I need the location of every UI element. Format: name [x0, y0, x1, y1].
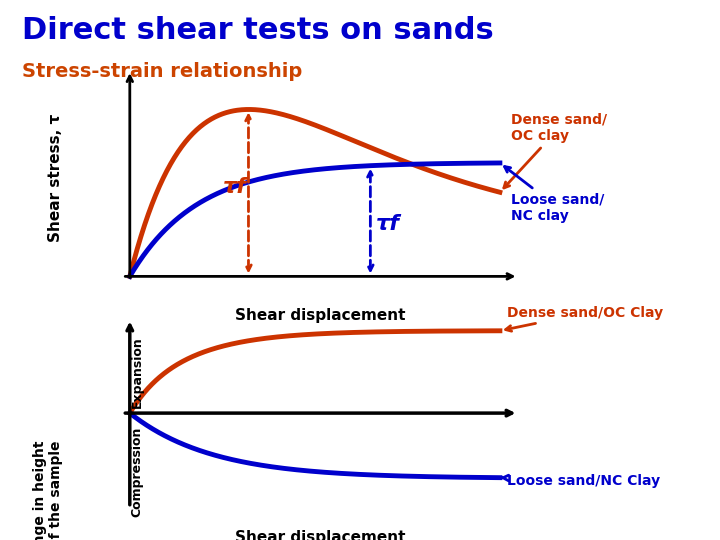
Text: Compression: Compression — [130, 427, 143, 517]
Text: τf: τf — [222, 177, 246, 197]
Text: Expansion: Expansion — [130, 336, 143, 408]
Text: Shear displacement: Shear displacement — [235, 308, 405, 323]
Text: Loose sand/NC Clay: Loose sand/NC Clay — [501, 474, 660, 488]
Text: Loose sand/
NC clay: Loose sand/ NC clay — [505, 166, 604, 222]
Text: Shear stress, τ: Shear stress, τ — [48, 114, 63, 242]
Text: Stress-strain relationship: Stress-strain relationship — [22, 62, 302, 81]
Text: Dense sand/
OC clay: Dense sand/ OC clay — [504, 113, 607, 188]
Text: Direct shear tests on sands: Direct shear tests on sands — [22, 16, 493, 45]
Text: Dense sand/OC Clay: Dense sand/OC Clay — [505, 306, 663, 331]
Text: Shear displacement: Shear displacement — [235, 530, 405, 540]
Text: τf: τf — [376, 214, 400, 234]
Text: Change in height
of the sample: Change in height of the sample — [33, 441, 63, 540]
